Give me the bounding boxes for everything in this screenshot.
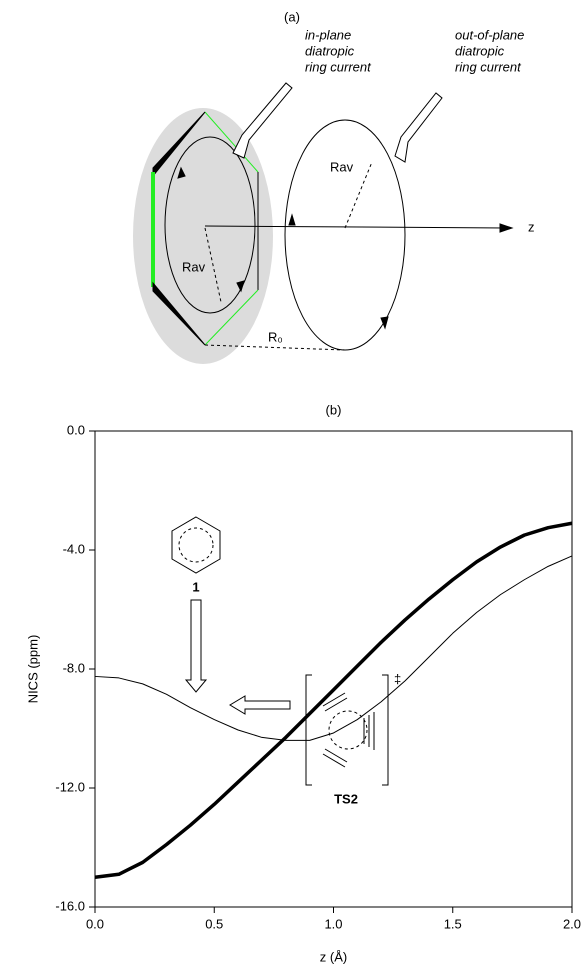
- x-tick-label: 0.5: [205, 916, 223, 931]
- y-tick-label: -16.0: [55, 898, 85, 913]
- diagram: (a) in-plane diatropic ring current out-…: [133, 9, 535, 364]
- series-label: 1: [192, 579, 199, 594]
- y-axis-label: NICS (ppm): [25, 635, 40, 704]
- y-tick-label: -12.0: [55, 779, 85, 794]
- figure: (a) in-plane diatropic ring current out-…: [0, 0, 587, 975]
- y-tick-label: 0.0: [67, 422, 85, 437]
- ring-current: [179, 528, 213, 562]
- chart-title: (b): [326, 402, 342, 417]
- r0-label: R₀: [268, 329, 283, 344]
- x-tick-label: 1.0: [324, 916, 342, 931]
- x-tick-label: 1.5: [444, 916, 462, 931]
- hollow-arrow: [233, 83, 292, 158]
- annotation: in-plane: [305, 27, 351, 42]
- annotation: diatropic: [455, 43, 505, 58]
- annotation: ring current: [455, 59, 522, 74]
- annotation: diatropic: [305, 43, 355, 58]
- out-of-plane-current: [285, 120, 405, 350]
- rav-label: Rav: [330, 159, 354, 174]
- line: [95, 556, 572, 740]
- x-axis-label: z (Å): [320, 949, 347, 964]
- rav-label: Rav: [182, 259, 206, 274]
- annotation: ‡: [394, 671, 401, 686]
- plot-frame: [95, 431, 572, 907]
- bonds: [323, 693, 374, 767]
- annotation: out-of-plane: [455, 27, 524, 42]
- bracket: [306, 675, 388, 785]
- x-tick-label: 0.0: [86, 916, 104, 931]
- hollow-arrow: [395, 93, 442, 162]
- panel-label: (a): [284, 9, 300, 24]
- axis-label: z: [528, 219, 535, 234]
- hollow-arrow: [186, 600, 206, 692]
- arrowhead: [289, 215, 295, 225]
- annotation: ring current: [305, 59, 372, 74]
- series-label: TS2: [334, 791, 358, 806]
- y-tick-label: -8.0: [63, 660, 85, 675]
- arrowhead: [500, 224, 512, 232]
- x-tick-label: 2.0: [563, 916, 581, 931]
- y-tick-label: -4.0: [63, 541, 85, 556]
- hollow-arrow: [230, 696, 290, 714]
